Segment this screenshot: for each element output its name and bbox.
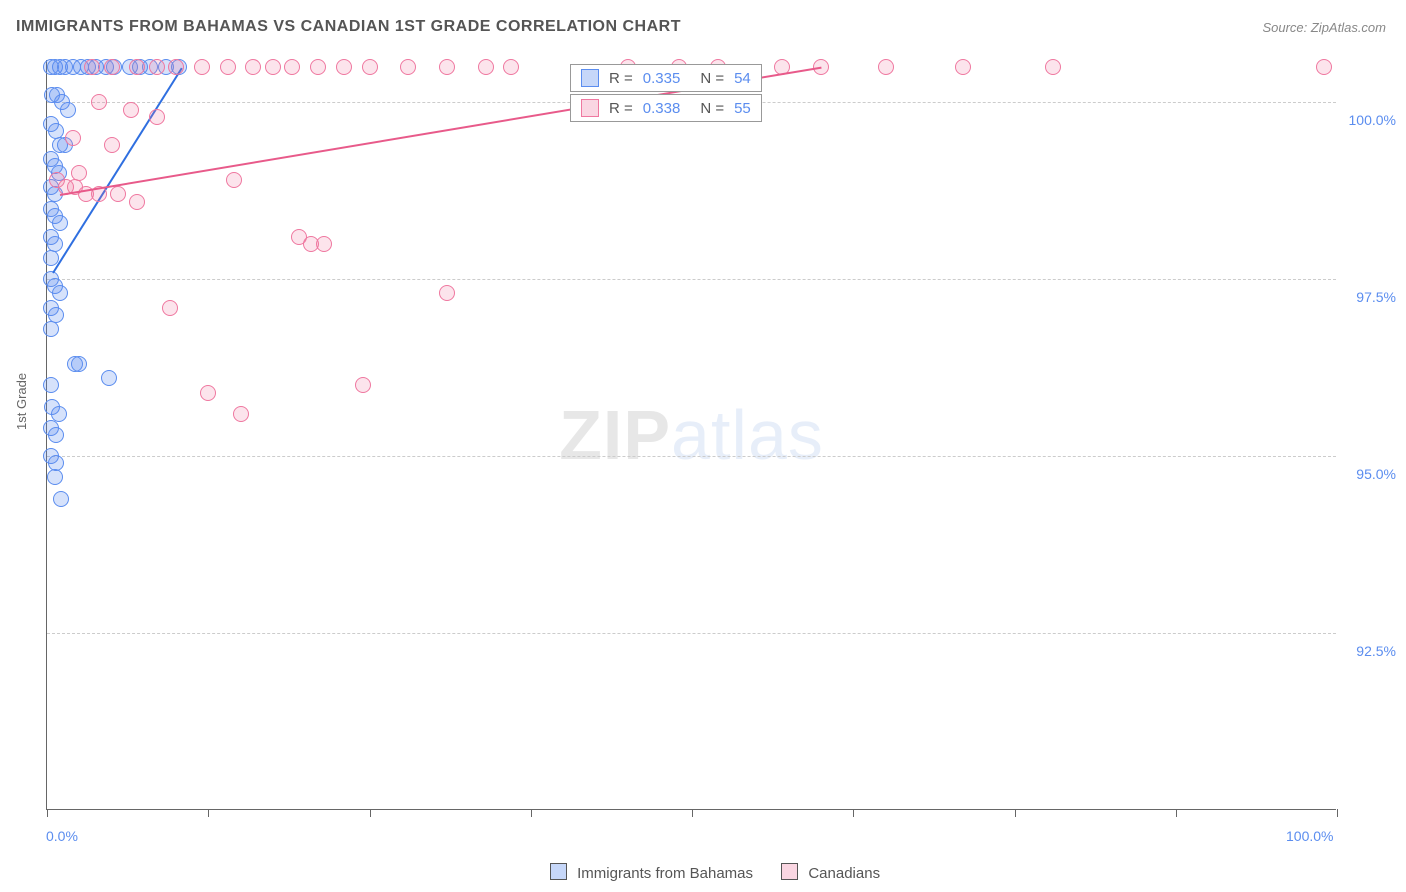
data-point-canadians [129, 59, 145, 75]
data-point-canadians [439, 285, 455, 301]
stats-box-bahamas: R = 0.335 N = 54 [570, 64, 762, 92]
x-tick [47, 809, 48, 817]
source-name: ZipAtlas.com [1311, 20, 1386, 35]
data-point-canadians [162, 300, 178, 316]
data-point-bahamas [48, 427, 64, 443]
data-point-canadians [1045, 59, 1061, 75]
x-tick [692, 809, 693, 817]
bottom-legend: Immigrants from Bahamas Canadians [0, 863, 1406, 882]
x-tick-label: 100.0% [1286, 828, 1333, 844]
data-point-canadians [878, 59, 894, 75]
data-point-canadians [84, 59, 100, 75]
data-point-canadians [336, 59, 352, 75]
scatter-plot-area: ZIPatlas 92.5%95.0%97.5%100.0% [46, 60, 1336, 810]
gridline-h [47, 633, 1336, 634]
legend-swatch-bahamas [550, 863, 567, 880]
legend-label-bahamas: Immigrants from Bahamas [577, 865, 753, 882]
chart-title: IMMIGRANTS FROM BAHAMAS VS CANADIAN 1ST … [16, 18, 681, 36]
data-point-canadians [129, 194, 145, 210]
data-point-canadians [168, 59, 184, 75]
stats-swatch-canadians [581, 99, 599, 117]
y-axis-label: 1st Grade [14, 373, 29, 430]
data-point-canadians [503, 59, 519, 75]
stats-r-label: R = [609, 100, 633, 117]
watermark: ZIPatlas [559, 395, 824, 475]
data-point-bahamas [71, 356, 87, 372]
data-point-canadians [65, 130, 81, 146]
stats-box-canadians: R = 0.338 N = 55 [570, 94, 762, 122]
x-tick [208, 809, 209, 817]
data-point-canadians [362, 59, 378, 75]
data-point-canadians [439, 59, 455, 75]
legend-swatch-canadians [781, 863, 798, 880]
stats-n-label: N = [700, 70, 724, 87]
y-tick-label: 92.5% [1356, 643, 1396, 659]
data-point-canadians [110, 186, 126, 202]
data-point-canadians [478, 59, 494, 75]
data-point-bahamas [52, 215, 68, 231]
data-point-canadians [226, 172, 242, 188]
data-point-canadians [316, 236, 332, 252]
data-point-bahamas [60, 102, 76, 118]
y-tick-label: 95.0% [1356, 466, 1396, 482]
data-point-canadians [310, 59, 326, 75]
data-point-bahamas [47, 469, 63, 485]
stats-n-value-canadians: 55 [734, 100, 751, 117]
data-point-bahamas [52, 285, 68, 301]
y-tick-label: 97.5% [1356, 289, 1396, 305]
x-tick [1176, 809, 1177, 817]
stats-r-label: R = [609, 70, 633, 87]
data-point-canadians [355, 377, 371, 393]
data-point-canadians [91, 94, 107, 110]
data-point-canadians [149, 109, 165, 125]
data-point-bahamas [53, 491, 69, 507]
watermark-atlas: atlas [671, 396, 824, 474]
data-point-canadians [123, 102, 139, 118]
data-point-canadians [245, 59, 261, 75]
data-point-canadians [200, 385, 216, 401]
gridline-h [47, 279, 1336, 280]
data-point-canadians [265, 59, 281, 75]
data-point-canadians [1316, 59, 1332, 75]
x-tick [853, 809, 854, 817]
stats-r-value-canadians: 0.338 [643, 100, 681, 117]
source-attribution: Source: ZipAtlas.com [1262, 20, 1386, 35]
x-tick [1337, 809, 1338, 817]
x-tick [1015, 809, 1016, 817]
data-point-canadians [194, 59, 210, 75]
x-tick [531, 809, 532, 817]
data-point-canadians [284, 59, 300, 75]
gridline-h [47, 456, 1336, 457]
data-point-canadians [233, 406, 249, 422]
stats-r-value-bahamas: 0.335 [643, 70, 681, 87]
y-tick-label: 100.0% [1349, 112, 1396, 128]
data-point-bahamas [101, 370, 117, 386]
x-tick-label: 0.0% [46, 828, 78, 844]
stats-n-value-bahamas: 54 [734, 70, 751, 87]
data-point-canadians [149, 59, 165, 75]
data-point-canadians [104, 137, 120, 153]
data-point-bahamas [43, 321, 59, 337]
x-tick [370, 809, 371, 817]
data-point-canadians [400, 59, 416, 75]
data-point-canadians [104, 59, 120, 75]
stats-n-label: N = [700, 100, 724, 117]
stats-swatch-bahamas [581, 69, 599, 87]
watermark-zip: ZIP [559, 396, 671, 474]
source-prefix: Source: [1262, 20, 1310, 35]
data-point-canadians [220, 59, 236, 75]
legend-label-canadians: Canadians [808, 865, 880, 882]
data-point-canadians [955, 59, 971, 75]
data-point-bahamas [43, 377, 59, 393]
